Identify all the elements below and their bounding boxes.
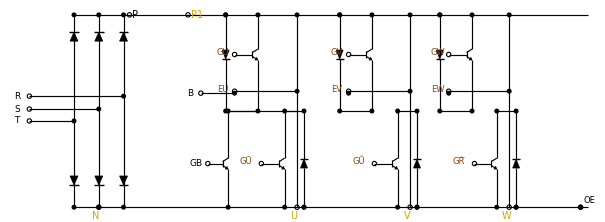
Polygon shape bbox=[225, 166, 228, 169]
Circle shape bbox=[447, 91, 451, 95]
Text: GV: GV bbox=[331, 48, 343, 57]
Circle shape bbox=[579, 205, 583, 209]
Text: GB: GB bbox=[190, 159, 203, 168]
Text: GṘ̅: GṘ̅ bbox=[453, 157, 465, 166]
Circle shape bbox=[470, 109, 474, 113]
Circle shape bbox=[224, 13, 227, 17]
Circle shape bbox=[283, 109, 286, 113]
Polygon shape bbox=[120, 176, 128, 185]
Circle shape bbox=[508, 13, 511, 17]
Circle shape bbox=[72, 119, 76, 123]
Circle shape bbox=[438, 109, 442, 113]
Circle shape bbox=[256, 109, 260, 113]
Text: V: V bbox=[404, 211, 410, 221]
Circle shape bbox=[415, 205, 419, 209]
Text: T: T bbox=[15, 117, 20, 125]
Text: S: S bbox=[15, 105, 20, 113]
Text: N: N bbox=[92, 211, 99, 221]
Text: EV: EV bbox=[331, 85, 342, 94]
Text: U: U bbox=[290, 211, 298, 221]
Polygon shape bbox=[414, 159, 420, 168]
Circle shape bbox=[233, 91, 237, 95]
Circle shape bbox=[508, 89, 511, 93]
Text: B: B bbox=[187, 89, 193, 98]
Polygon shape bbox=[369, 57, 372, 60]
Circle shape bbox=[514, 205, 518, 209]
Polygon shape bbox=[394, 166, 397, 169]
Circle shape bbox=[97, 107, 100, 111]
Circle shape bbox=[72, 13, 76, 17]
Circle shape bbox=[283, 205, 286, 209]
Circle shape bbox=[514, 205, 518, 209]
Circle shape bbox=[226, 109, 230, 113]
Circle shape bbox=[370, 13, 374, 17]
Polygon shape bbox=[494, 166, 497, 169]
Polygon shape bbox=[70, 176, 78, 185]
Circle shape bbox=[302, 109, 306, 113]
Circle shape bbox=[495, 109, 499, 113]
Circle shape bbox=[224, 109, 227, 113]
Polygon shape bbox=[95, 32, 103, 41]
Text: EU: EU bbox=[217, 85, 228, 94]
Polygon shape bbox=[301, 159, 307, 168]
Circle shape bbox=[122, 13, 125, 17]
Circle shape bbox=[338, 13, 341, 17]
Text: GU: GU bbox=[217, 48, 229, 57]
Text: GŪ: GŪ bbox=[240, 157, 252, 166]
Circle shape bbox=[408, 89, 412, 93]
Circle shape bbox=[122, 94, 125, 98]
Text: GW: GW bbox=[431, 48, 446, 57]
Polygon shape bbox=[255, 57, 258, 60]
Circle shape bbox=[338, 109, 341, 113]
Text: GŬ: GŬ bbox=[353, 157, 365, 166]
Text: P: P bbox=[132, 10, 139, 20]
Circle shape bbox=[347, 91, 350, 95]
Circle shape bbox=[302, 205, 306, 209]
Circle shape bbox=[514, 109, 518, 113]
Circle shape bbox=[295, 89, 299, 93]
Polygon shape bbox=[436, 50, 443, 59]
Circle shape bbox=[97, 13, 100, 17]
Polygon shape bbox=[70, 32, 78, 41]
Circle shape bbox=[396, 205, 399, 209]
Text: W: W bbox=[502, 211, 511, 221]
Circle shape bbox=[438, 13, 442, 17]
Circle shape bbox=[97, 205, 100, 209]
Polygon shape bbox=[95, 176, 103, 185]
Text: R: R bbox=[15, 92, 21, 101]
Circle shape bbox=[408, 13, 412, 17]
Circle shape bbox=[122, 205, 125, 209]
Circle shape bbox=[370, 109, 374, 113]
Circle shape bbox=[495, 205, 499, 209]
Polygon shape bbox=[120, 32, 128, 41]
Circle shape bbox=[302, 205, 306, 209]
Circle shape bbox=[338, 13, 341, 17]
Circle shape bbox=[72, 205, 76, 209]
Circle shape bbox=[224, 13, 227, 17]
Polygon shape bbox=[336, 50, 343, 59]
Polygon shape bbox=[512, 159, 520, 168]
Polygon shape bbox=[222, 50, 229, 59]
Circle shape bbox=[438, 13, 442, 17]
Circle shape bbox=[415, 109, 419, 113]
Circle shape bbox=[256, 13, 260, 17]
Circle shape bbox=[415, 205, 419, 209]
Polygon shape bbox=[469, 57, 472, 60]
Text: EW: EW bbox=[431, 85, 445, 94]
Circle shape bbox=[470, 13, 474, 17]
Text: OE: OE bbox=[584, 196, 595, 205]
Text: P1: P1 bbox=[191, 10, 203, 20]
Circle shape bbox=[226, 205, 230, 209]
Circle shape bbox=[295, 13, 299, 17]
Polygon shape bbox=[281, 166, 285, 169]
Circle shape bbox=[396, 109, 399, 113]
